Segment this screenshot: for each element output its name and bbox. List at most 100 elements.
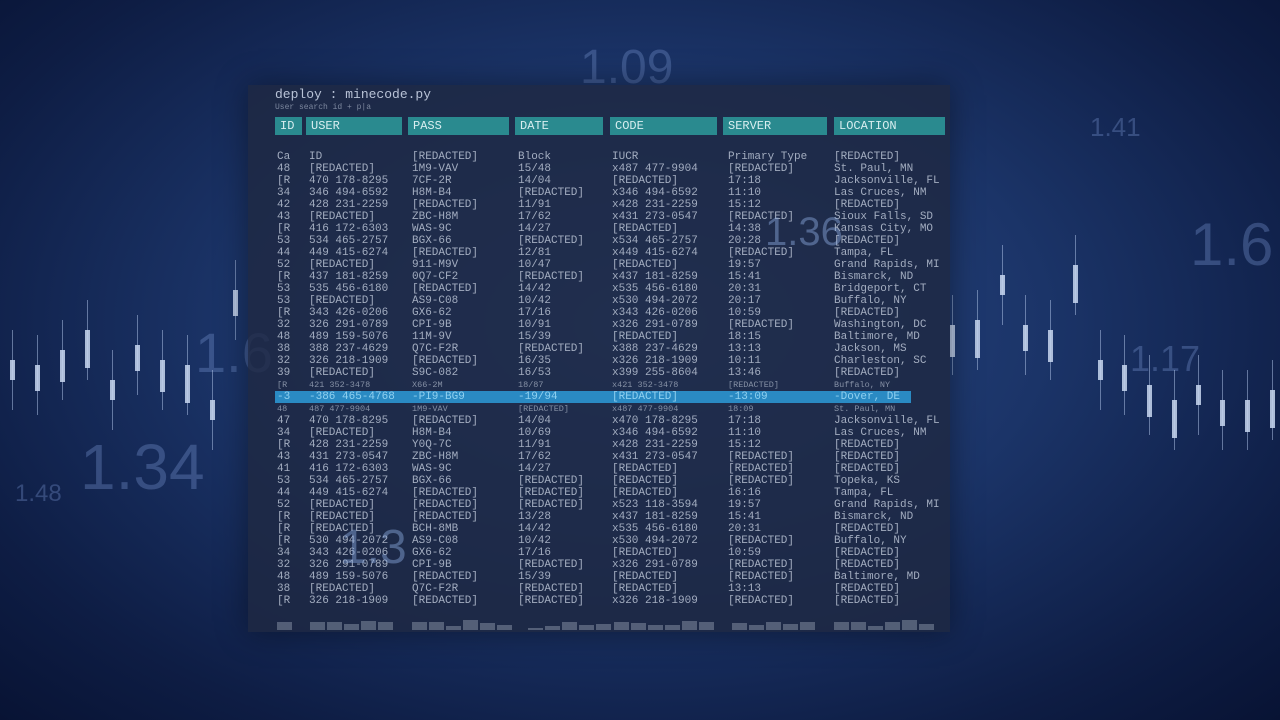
table-row[interactable]: 41 416 172-6303 WAS-9C 14/27 [REDACTED] [REDA… (248, 463, 950, 475)
table-row[interactable]: 43 [REDACTED] ZBC-H8M 17/62 x431 273-0547 [RE… (248, 211, 950, 223)
table-row[interactable]: 44 449 415-6274 [REDACTED] [REDACTED] [REDAC… (248, 487, 950, 499)
cell-code: x523 118-3594 (612, 499, 698, 511)
cell-code: x428 231-2259 (612, 199, 698, 211)
cell-location: Buffalo, NY (834, 380, 891, 390)
candlestick (1220, 400, 1225, 426)
cell-date: 11/91 (518, 199, 552, 211)
cell-id: [R (277, 523, 291, 535)
column-header-server[interactable]: SERVER (723, 117, 827, 135)
cell-date: [REDACTED] (518, 487, 585, 499)
table-row[interactable]: [R [REDACTED] [REDACTED] 13/28 x437 181-8259… (248, 511, 950, 523)
cell-date: 13/28 (518, 511, 552, 523)
cell-location: Jackson, MS (834, 343, 907, 355)
table-row[interactable]: 52 [REDACTED] 911-M9V 10/47 [REDACTED] 19:57 G… (248, 259, 950, 271)
column-header-code[interactable]: CODE (610, 117, 717, 135)
cell-id: [R (277, 307, 291, 319)
cell-server: -13:09 (728, 391, 768, 403)
cell-user: 470 178-8295 (309, 175, 389, 187)
table-row[interactable]: [R 470 178-8295 7CF-2R 14/04 [REDACTED] 17:18… (248, 175, 950, 187)
cell-date: 17/16 (518, 307, 552, 319)
table-row[interactable]: Ca ID [REDACTED] Block IUCR Primary Type [REDA… (248, 151, 950, 163)
table-row[interactable]: 53 535 456-6180 [REDACTED] 14/42 x535 456-61… (248, 283, 950, 295)
cell-pass: 1M9-VAV (412, 163, 459, 175)
table-row[interactable]: 48 489 159-5076 [REDACTED] 15/39 [REDACTED] [… (248, 571, 950, 583)
column-header-location[interactable]: LOCATION (834, 117, 945, 135)
table-row[interactable]: 53 534 465-2757 BGX-66 [REDACTED] x534 465-2… (248, 235, 950, 247)
cell-user: 534 465-2757 (309, 475, 389, 487)
cell-server: [REDACTED] (728, 163, 795, 175)
cell-pass: AS9-C08 (412, 535, 459, 547)
column-header-pass[interactable]: PASS (408, 117, 509, 135)
cell-user: 530 494-2072 (309, 535, 389, 547)
cell-user: 421 352-3478 (309, 380, 371, 390)
table-row[interactable]: [R 416 172-6303 WAS-9C 14/27 [REDACTED] 14:38… (248, 223, 950, 235)
mini-bar (631, 622, 646, 630)
table-row[interactable]: 52 [REDACTED] [REDACTED] [REDACTED] x523 118… (248, 499, 950, 511)
cell-user: [REDACTED] (309, 211, 376, 223)
cell-code: x470 178-8295 (612, 415, 698, 427)
cell-id: 52 (277, 259, 291, 271)
cell-date: 16/53 (518, 367, 552, 379)
cell-location: [REDACTED] (834, 463, 901, 475)
column-header-id[interactable]: ID (275, 117, 302, 135)
table-row[interactable]: 48 487 477-9904 1M9-VAV [REDACTED] x487 477-… (248, 403, 950, 415)
column-header-date[interactable]: DATE (515, 117, 603, 135)
table-row[interactable]: 42 428 231-2259 [REDACTED] 11/91 x428 231-22… (248, 199, 950, 211)
table-row[interactable]: 34 343 426-0206 GX6-62 17/16 [REDACTED] 10:59… (248, 547, 950, 559)
table-row[interactable]: 38 388 237-4629 Q7C-F2R [REDACTED] x388 237-… (248, 343, 950, 355)
mini-bar (885, 622, 900, 630)
cell-code: [REDACTED] (612, 463, 679, 475)
cell-pass: X66-2M (412, 380, 443, 390)
cell-date: 10/69 (518, 427, 552, 439)
table-row[interactable]: 39 [REDACTED] S9C-082 16/53 x399 255-8604 13:… (248, 367, 950, 379)
mini-bar (579, 625, 594, 630)
cell-id: 41 (277, 463, 291, 475)
cell-date: [REDACTED] (518, 583, 585, 595)
cell-location: Bridgeport, CT (834, 283, 927, 295)
table-row[interactable]: 53 [REDACTED] AS9-C08 10/42 x530 494-2072 20:… (248, 295, 950, 307)
table-row[interactable]: [R 326 218-1909 [REDACTED] [REDACTED] x326 2… (248, 595, 950, 607)
candlestick (1122, 365, 1127, 391)
mini-bar (378, 622, 393, 630)
mini-bar (699, 622, 714, 630)
column-header-user[interactable]: USER (306, 117, 402, 135)
cell-code: [REDACTED] (612, 487, 679, 499)
table-row[interactable]: 32 326 291-0789 CPI-9B [REDACTED] x326 291-0… (248, 559, 950, 571)
table-row[interactable]: 44 449 415-6274 [REDACTED] 12/81 x449 415-62… (248, 247, 950, 259)
cell-server: 20:28 (728, 235, 762, 247)
cell-date: [REDACTED] (518, 404, 570, 414)
table-row[interactable]: 32 326 291-0789 CPI-9B 10/91 x326 291-0789 [R… (248, 319, 950, 331)
cell-id: 47 (277, 415, 291, 427)
candlestick (1172, 400, 1177, 438)
table-row-selected[interactable]: -3 -386 465-4768 -PI9-BG9 -19/94 [REDACTED] -… (248, 391, 950, 403)
mini-bar (919, 624, 934, 630)
table-row[interactable]: 32 326 218-1909 [REDACTED] 16/35 x326 218-19… (248, 355, 950, 367)
table-row[interactable]: 47 470 178-8295 [REDACTED] 14/04 x470 178-82… (248, 415, 950, 427)
table-row[interactable]: [R 343 426-0206 GX6-62 17/16 x343 426-0206 10… (248, 307, 950, 319)
table-row[interactable]: 48 [REDACTED] 1M9-VAV 15/48 x487 477-9904 [RE… (248, 163, 950, 175)
cell-pass: BGX-66 (412, 475, 452, 487)
table-row[interactable]: [R 530 494-2072 AS9-C08 10/42 x530 494-2072 [… (248, 535, 950, 547)
table-row[interactable]: 43 431 273-0547 ZBC-H8M 17/62 x431 273-0547 [… (248, 451, 950, 463)
cell-user: 326 218-1909 (309, 355, 389, 367)
cell-pass: [REDACTED] (412, 283, 479, 295)
table-row[interactable]: [R 421 352-3478 X66-2M 18/87 x421 352-3478 [R… (248, 379, 950, 391)
table-row[interactable]: 34 346 494-6592 H8M-B4 [REDACTED] x346 494-6… (248, 187, 950, 199)
cell-server: [REDACTED] (728, 211, 795, 223)
cell-server: 10:59 (728, 547, 762, 559)
cell-pass: ZBC-H8M (412, 451, 459, 463)
table-row[interactable]: [R 428 231-2259 Y0Q-7C 11/91 x428 231-2259 15… (248, 439, 950, 451)
table-row[interactable]: 48 489 159-5076 11M-9V 15/39 [REDACTED] 18:15… (248, 331, 950, 343)
cell-pass: Q7C-F2R (412, 583, 459, 595)
cell-location: Baltimore, MD (834, 331, 920, 343)
table-row[interactable]: 53 534 465-2757 BGX-66 [REDACTED] [REDACTED]… (248, 475, 950, 487)
table-row[interactable]: [R [REDACTED] BCH-8MB 14/42 x535 456-6180 20:… (248, 523, 950, 535)
table-row[interactable]: 34 [REDACTED] H8M-B4 10/69 x346 494-6592 11:1… (248, 427, 950, 439)
cell-code: [REDACTED] (612, 175, 679, 187)
table-row[interactable]: [R 437 181-8259 0Q7-CF2 [REDACTED] x437 181-… (248, 271, 950, 283)
cell-location: Charleston, SC (834, 355, 927, 367)
table-row[interactable]: 38 [REDACTED] Q7C-F2R [REDACTED] [REDACTED] 1… (248, 583, 950, 595)
candlestick (210, 400, 215, 420)
cell-user: 437 181-8259 (309, 271, 389, 283)
cell-user: ID (309, 151, 323, 163)
